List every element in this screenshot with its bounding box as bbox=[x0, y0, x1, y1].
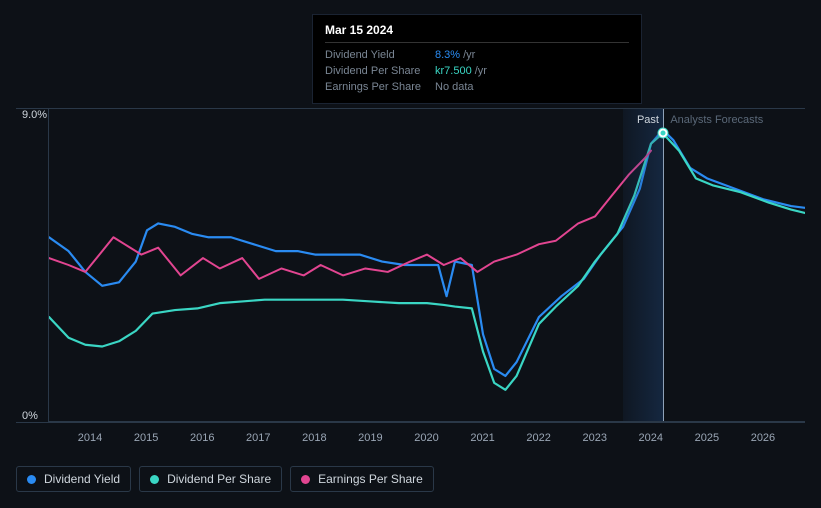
x-axis-tick: 2016 bbox=[190, 432, 214, 444]
x-axis-tick: 2018 bbox=[302, 432, 326, 444]
legend-label: Dividend Per Share bbox=[167, 472, 271, 486]
x-axis-tick: 2014 bbox=[78, 432, 102, 444]
legend-dot bbox=[150, 475, 159, 484]
x-axis-tick: 2026 bbox=[751, 432, 775, 444]
legend-dot bbox=[27, 475, 36, 484]
cursor-line bbox=[663, 109, 664, 421]
tooltip-row-unit: /yr bbox=[463, 49, 475, 61]
tooltip-row-label: Earnings Per Share bbox=[325, 81, 435, 93]
series-earnings_per_share bbox=[49, 151, 651, 279]
plot-region[interactable]: Past Analysts Forecasts bbox=[48, 109, 805, 422]
data-point-marker bbox=[658, 129, 667, 138]
x-axis-tick: 2025 bbox=[695, 432, 719, 444]
legend-item[interactable]: Earnings Per Share bbox=[290, 466, 434, 492]
x-axis-tick: 2017 bbox=[246, 432, 270, 444]
x-axis-tick: 2023 bbox=[582, 432, 606, 444]
tooltip-row-label: Dividend Per Share bbox=[325, 65, 435, 77]
series-dividend_per_share bbox=[49, 133, 805, 390]
tooltip-row: Dividend Yield8.3%/yr bbox=[325, 47, 629, 63]
x-axis: 2014 2015 2016 2017 2018 2019 2020 2021 2022 2023… bbox=[48, 432, 805, 448]
chart-tooltip: Mar 15 2024 Dividend Yield8.3%/yrDividen… bbox=[312, 14, 642, 104]
line-chart-svg bbox=[49, 109, 805, 421]
past-label: Past bbox=[637, 114, 659, 126]
x-axis-tick: 2019 bbox=[358, 432, 382, 444]
x-axis-tick: 2020 bbox=[414, 432, 438, 444]
y-axis-max: 9.0% bbox=[22, 109, 47, 121]
tooltip-row-label: Dividend Yield bbox=[325, 49, 435, 61]
tooltip-row-value: No data bbox=[435, 81, 474, 93]
tooltip-row: Dividend Per Sharekr7.500/yr bbox=[325, 63, 629, 79]
tooltip-row-value: kr7.500 bbox=[435, 65, 472, 77]
tooltip-row: Earnings Per ShareNo data bbox=[325, 79, 629, 95]
x-axis-tick: 2015 bbox=[134, 432, 158, 444]
tooltip-date: Mar 15 2024 bbox=[325, 23, 629, 43]
x-axis-tick: 2021 bbox=[470, 432, 494, 444]
forecast-label: Analysts Forecasts bbox=[670, 114, 763, 126]
chart-area: 9.0% 0% Past Analysts Forecasts bbox=[16, 108, 805, 423]
y-axis-min: 0% bbox=[22, 410, 38, 422]
tooltip-row-unit: /yr bbox=[475, 65, 487, 77]
legend-label: Earnings Per Share bbox=[318, 472, 423, 486]
x-axis-tick: 2024 bbox=[639, 432, 663, 444]
x-axis-tick: 2022 bbox=[526, 432, 550, 444]
legend-dot bbox=[301, 475, 310, 484]
legend-label: Dividend Yield bbox=[44, 472, 120, 486]
legend-item[interactable]: Dividend Per Share bbox=[139, 466, 282, 492]
legend-item[interactable]: Dividend Yield bbox=[16, 466, 131, 492]
tooltip-row-value: 8.3% bbox=[435, 49, 460, 61]
legend: Dividend Yield Dividend Per Share Earnings… bbox=[16, 466, 434, 492]
highlight-zone bbox=[623, 109, 663, 421]
